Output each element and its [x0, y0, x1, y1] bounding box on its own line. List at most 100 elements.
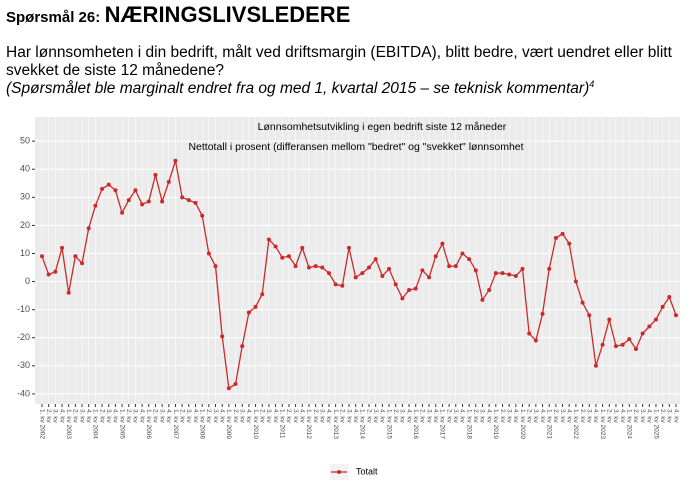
- chart-subtitle: Nettotall i prosent (differansen mellom …: [188, 141, 523, 153]
- x-tick-label: 3. kv: [639, 409, 646, 423]
- data-point: [266, 237, 271, 242]
- x-tick-label: 3. kv: [612, 409, 619, 423]
- x-tick-label: 1. kv 2007: [172, 409, 179, 439]
- data-point: [200, 213, 205, 218]
- data-point: [433, 254, 438, 259]
- data-point: [660, 304, 665, 309]
- x-tick-label: 1. kv 2009: [225, 409, 232, 439]
- data-point: [213, 264, 218, 269]
- data-point: [573, 279, 578, 284]
- data-point: [527, 331, 532, 336]
- data-point: [640, 331, 645, 336]
- data-point: [206, 251, 211, 256]
- x-tick-label: 4. kv: [485, 409, 492, 423]
- data-point: [286, 254, 291, 259]
- data-point: [346, 245, 351, 250]
- x-tick-label: 2. kv: [419, 409, 426, 423]
- data-point: [587, 313, 592, 318]
- data-point: [166, 179, 171, 184]
- x-tick-label: 4. kv: [566, 409, 573, 423]
- data-point: [340, 283, 345, 288]
- data-point: [133, 188, 138, 193]
- x-tick-label: 4. kv: [165, 409, 172, 423]
- data-point: [467, 257, 472, 262]
- data-point: [560, 231, 565, 236]
- series-line: [41, 160, 677, 390]
- x-tick-label: 2. kv: [312, 409, 319, 423]
- data-point: [280, 255, 285, 260]
- data-point: [260, 292, 265, 297]
- y-tick-label: -30: [17, 360, 30, 370]
- y-tick-label: -10: [17, 304, 30, 314]
- x-tick-label: 1. kv 2008: [198, 409, 205, 439]
- x-tick-label: 4. kv: [379, 409, 386, 423]
- question-label: Spørsmål 26:: [6, 9, 101, 26]
- x-tick-label: 2. kv: [365, 409, 372, 423]
- x-tick-label: 4. kv: [512, 409, 519, 423]
- x-tick-label: 1. kv 2017: [439, 409, 446, 439]
- x-tick-label: 4. kv: [352, 409, 359, 423]
- y-tick-label: 50: [20, 136, 30, 146]
- x-tick-label: 3. kv: [505, 409, 512, 423]
- data-point: [627, 337, 632, 342]
- data-point: [360, 271, 365, 276]
- data-point: [407, 287, 412, 292]
- x-tick-label: 1. kv 2019: [492, 409, 499, 439]
- x-tick-label: 3. kv: [559, 409, 566, 423]
- x-tick-label: 3. kv: [666, 409, 673, 423]
- x-tick-label: 3. kv: [185, 409, 192, 423]
- x-tick-label: 2. kv: [152, 409, 159, 423]
- x-tick-label: 3. kv: [586, 409, 593, 423]
- x-tick-label: 2. kv: [72, 409, 79, 423]
- data-point: [674, 313, 678, 318]
- x-tick-label: 3. kv: [425, 409, 432, 423]
- chart-title: Lønnsomhetsutvikling i egen bedrift sist…: [258, 121, 507, 133]
- data-point: [160, 199, 165, 204]
- note-sup: 4: [589, 79, 595, 89]
- data-point: [246, 310, 251, 315]
- x-tick-label: 1. kv 2023: [599, 409, 606, 439]
- x-tick-label: 4. kv: [405, 409, 412, 423]
- data-point: [653, 317, 658, 322]
- data-point: [306, 265, 311, 270]
- x-tick-label: 4. kv: [245, 409, 252, 423]
- y-tick-label: 20: [20, 220, 30, 230]
- x-tick-label: 4. kv: [85, 409, 92, 423]
- data-point: [460, 251, 465, 256]
- x-tick-label: 2. kv: [659, 409, 666, 423]
- data-point: [647, 324, 652, 329]
- x-tick-label: 1. kv 2005: [118, 409, 125, 439]
- data-point: [473, 268, 478, 273]
- data-point: [273, 244, 278, 249]
- note-text: (Spørsmålet ble marginalt endret fra og …: [6, 80, 590, 98]
- data-point: [507, 272, 512, 277]
- legend-label: Totalt: [356, 466, 378, 476]
- data-point: [106, 182, 111, 187]
- data-point: [120, 210, 125, 215]
- data-point: [146, 199, 151, 204]
- x-tick-label: 3. kv: [372, 409, 379, 423]
- x-tick-label: 2. kv: [98, 409, 105, 423]
- data-point: [367, 265, 372, 270]
- data-point: [240, 344, 245, 349]
- x-tick-label: 3. kv: [532, 409, 539, 423]
- x-tick-label: 3. kv: [319, 409, 326, 423]
- data-point: [520, 266, 525, 271]
- data-point: [493, 271, 498, 276]
- x-tick-label: 2. kv: [472, 409, 479, 423]
- x-tick-label: 1. kv 2011: [279, 409, 286, 439]
- x-tick-label: 2. kv: [632, 409, 639, 423]
- data-point: [140, 202, 145, 207]
- x-tick-label: 3. kv: [132, 409, 139, 423]
- data-point: [440, 241, 445, 246]
- data-point: [633, 346, 638, 351]
- plot-panel: [35, 117, 680, 404]
- x-tick-label: 3. kv: [52, 409, 59, 423]
- y-tick-label: 0: [25, 276, 30, 286]
- x-tick-label: 3. kv: [78, 409, 85, 423]
- x-tick-label: 2. kv: [445, 409, 452, 423]
- data-point: [487, 287, 492, 292]
- data-point: [173, 158, 178, 163]
- x-tick-label: 4. kv: [325, 409, 332, 423]
